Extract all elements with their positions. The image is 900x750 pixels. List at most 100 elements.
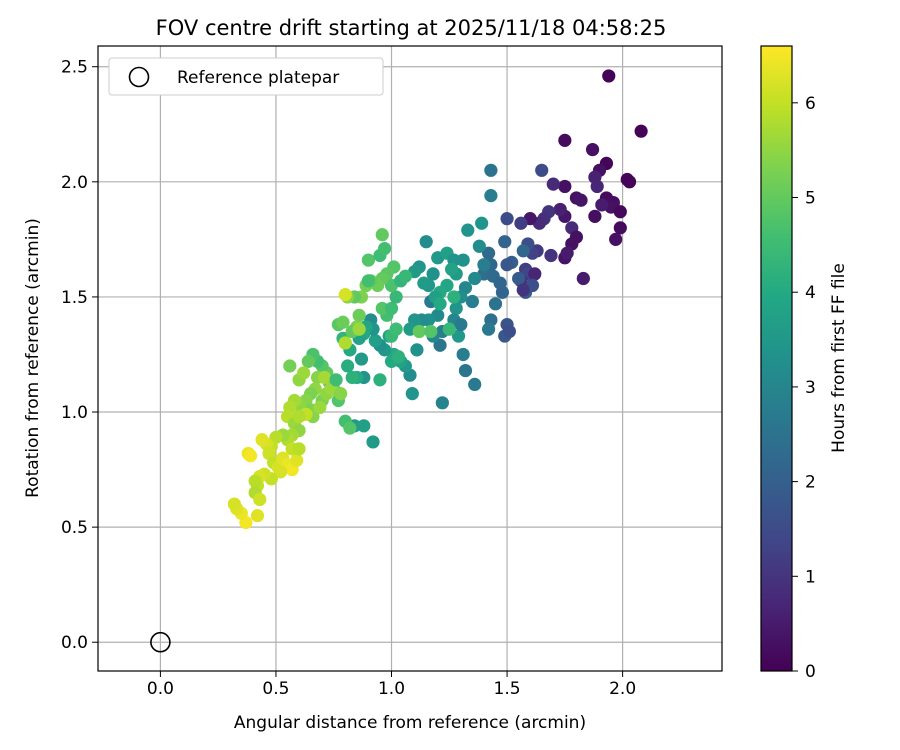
data-point: [634, 124, 648, 138]
data-point: [301, 354, 315, 368]
data-point: [544, 248, 558, 263]
data-point: [514, 216, 528, 230]
data-point: [391, 350, 406, 364]
data-point: [447, 290, 461, 304]
data-point: [451, 329, 466, 343]
data-point: [613, 205, 627, 219]
data-point: [345, 370, 359, 385]
data-point: [576, 271, 590, 286]
data-points: [227, 69, 648, 530]
data-point: [495, 285, 510, 299]
data-point: [468, 271, 482, 286]
data-point: [243, 449, 258, 463]
x-axis-ticks: 0.0 0.5 1.0 1.5 2.0: [147, 671, 636, 699]
data-point: [445, 262, 459, 276]
data-point: [336, 315, 350, 329]
data-point: [352, 322, 366, 336]
data-point: [500, 258, 514, 272]
legend: Reference platepar: [108, 57, 384, 96]
data-point: [389, 290, 403, 304]
data-point: [389, 322, 403, 336]
data-point: [412, 324, 426, 339]
data-point: [535, 163, 549, 177]
data-point: [528, 267, 542, 281]
data-point: [500, 212, 514, 226]
data-point: [433, 297, 447, 311]
data-point: [590, 179, 604, 194]
x-tick-label: 2.0: [609, 679, 636, 699]
y-tick-label: 0.0: [61, 633, 88, 653]
data-point: [433, 338, 447, 352]
data-point: [290, 453, 304, 467]
data-point: [317, 370, 332, 385]
data-point: [405, 387, 419, 401]
data-point: [292, 410, 306, 424]
data-point: [516, 283, 530, 297]
data-point: [255, 433, 269, 447]
data-point: [338, 288, 352, 302]
data-point: [588, 209, 602, 223]
data-point: [488, 297, 503, 311]
reference-platepar-marker: [150, 631, 171, 653]
data-point: [375, 228, 389, 242]
data-point: [449, 301, 463, 316]
colorbar-gradient: [760, 45, 793, 672]
colorbar-ticks: 0 1 2 3 4 5 6: [792, 94, 816, 682]
data-point: [512, 271, 526, 286]
data-point: [560, 246, 574, 260]
data-point: [574, 193, 588, 207]
data-point: [297, 366, 311, 380]
x-tick-label: 1.0: [378, 679, 405, 699]
y-axis-label: Rotation from reference (arcmin): [23, 218, 43, 498]
data-point: [435, 396, 449, 410]
data-point: [442, 322, 456, 336]
colorbar-tick-label: 5: [805, 189, 816, 209]
data-point: [417, 276, 431, 290]
x-tick-label: 0.5: [262, 679, 289, 699]
colorbar-tick-label: 0: [805, 662, 816, 682]
data-point: [477, 258, 491, 272]
data-point: [472, 239, 486, 253]
data-point: [341, 359, 355, 373]
data-point: [250, 509, 265, 523]
data-point: [553, 202, 567, 217]
data-point: [484, 189, 498, 203]
colorbar-tick-label: 3: [805, 378, 816, 398]
data-point: [313, 400, 327, 415]
data-point: [502, 324, 516, 339]
data-point: [292, 442, 306, 456]
data-point: [622, 175, 637, 189]
data-point: [558, 133, 572, 147]
data-point: [475, 216, 489, 230]
y-tick-label: 1.5: [61, 288, 88, 308]
x-tick-label: 0.0: [147, 679, 174, 699]
data-point: [334, 387, 348, 401]
data-point: [248, 474, 262, 488]
data-point: [546, 177, 560, 191]
data-point: [498, 235, 512, 249]
data-point: [354, 352, 369, 366]
colorbar-tick-label: 4: [805, 283, 816, 303]
grid-lines: [98, 46, 722, 671]
data-point: [368, 334, 382, 348]
data-point: [329, 373, 343, 387]
y-tick-label: 0.5: [61, 518, 88, 538]
data-point: [465, 294, 479, 309]
legend-marker-circle: [128, 66, 150, 88]
data-point: [454, 317, 468, 332]
data-point: [361, 274, 375, 288]
colorbar: 0 1 2 3 4 5 6 Hours from first FF file: [760, 45, 849, 682]
y-tick-label: 2.0: [61, 173, 88, 193]
data-point: [481, 322, 496, 336]
chart-title: FOV centre drift starting at 2025/11/18 …: [156, 16, 667, 40]
data-point: [602, 69, 616, 83]
data-point: [458, 363, 473, 378]
x-tick-label: 1.5: [494, 679, 521, 699]
data-point: [456, 347, 470, 362]
colorbar-tick-label: 2: [805, 473, 816, 493]
data-point: [227, 497, 241, 511]
data-point: [481, 246, 496, 260]
data-point: [585, 142, 600, 157]
data-point: [424, 324, 438, 339]
